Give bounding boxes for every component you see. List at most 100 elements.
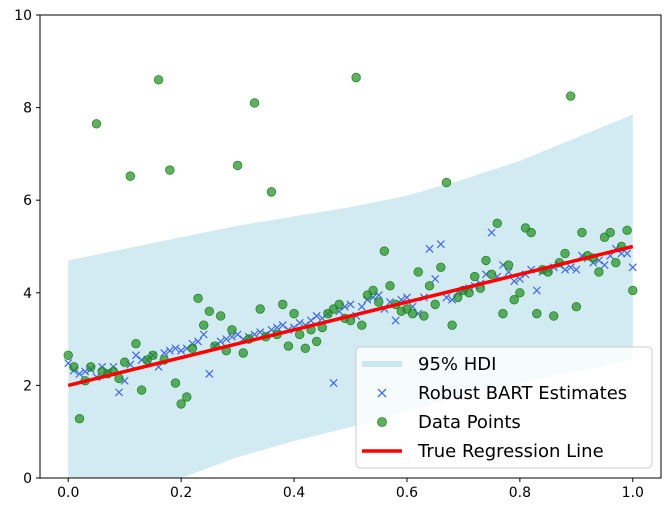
data-point <box>204 306 215 317</box>
data-point <box>605 227 615 238</box>
data-point <box>447 320 457 330</box>
data-point <box>255 304 265 314</box>
data-point <box>441 177 452 188</box>
true-regression-line <box>67 244 634 388</box>
data-point <box>170 378 181 388</box>
data-point <box>91 119 102 129</box>
data-point <box>278 299 288 310</box>
data-point <box>503 260 514 270</box>
data-point <box>407 308 418 319</box>
estimate-marker <box>391 316 400 325</box>
data-point <box>611 258 621 268</box>
data-point <box>464 288 474 298</box>
data-point <box>193 293 203 304</box>
data-point <box>577 227 587 238</box>
estimate-marker <box>504 267 513 276</box>
data-point <box>532 308 542 319</box>
x-tick-label: 0.0 <box>57 485 79 501</box>
data-point <box>148 350 158 361</box>
data-point <box>509 295 519 305</box>
legend-label-estimates: Robust BART Estimates <box>418 383 627 404</box>
data-point <box>165 165 175 175</box>
data-point <box>311 336 322 347</box>
data-point <box>436 262 446 273</box>
data-point <box>153 75 164 85</box>
y-tick-label: 10 <box>14 8 32 24</box>
data-point <box>385 281 395 291</box>
x-tick-label: 1.0 <box>622 485 644 501</box>
legend-label-hdi: 95% HDI <box>418 354 496 375</box>
estimate-marker <box>329 379 338 388</box>
y-tick-label: 6 <box>23 193 32 209</box>
estimate-marker <box>160 348 169 358</box>
estimate-marker <box>278 321 287 330</box>
axes-frame <box>39 14 662 479</box>
data-point <box>560 248 570 259</box>
data-point <box>515 288 525 298</box>
data-point <box>199 320 209 330</box>
data-point <box>453 292 463 303</box>
estimate-marker <box>165 346 174 355</box>
estimate-marker <box>566 263 575 272</box>
estimate-marker <box>306 316 316 325</box>
data-point <box>430 299 440 310</box>
estimate-marker <box>295 318 304 327</box>
estimate-marker <box>177 346 186 355</box>
estimate-marker <box>431 274 440 283</box>
legend: 95% HDI Robust BART Estimates Data Points T… <box>355 346 653 469</box>
data-point <box>470 271 480 282</box>
data-point <box>379 246 390 256</box>
y-tick-label: 8 <box>23 101 32 117</box>
data-point <box>289 308 299 319</box>
estimate-marker <box>312 311 321 320</box>
data-point <box>549 311 559 321</box>
estimate-marker <box>222 335 231 344</box>
data-point <box>131 339 141 349</box>
estimate-marker <box>199 330 208 339</box>
data-point <box>351 72 361 83</box>
data-point <box>486 269 497 279</box>
data-point <box>413 267 423 277</box>
y-tick-label: 4 <box>23 286 32 302</box>
data-point <box>227 325 237 335</box>
estimate-marker <box>227 332 236 341</box>
estimate-marker <box>75 369 84 378</box>
estimate-marker <box>572 265 581 274</box>
y-tick-label: 2 <box>23 378 32 394</box>
data-point <box>238 348 248 358</box>
data-point <box>187 343 198 354</box>
axes: 0.0 0.2 0.4 0.6 0.8 1.0 0 2 4 6 8 10 <box>14 8 662 501</box>
x-tick-label: 0.4 <box>283 485 305 501</box>
data-point <box>69 362 79 372</box>
data-point <box>492 218 502 229</box>
estimate-marker <box>131 351 140 360</box>
data-point <box>136 385 147 395</box>
estimate-marker <box>273 323 282 332</box>
estimate-marker <box>171 344 180 353</box>
data-point <box>526 227 536 238</box>
legend-estimates-handle <box>377 388 387 398</box>
data-point <box>215 311 226 321</box>
data-point <box>622 225 632 235</box>
estimate-marker <box>205 369 214 378</box>
estimate-marker <box>561 265 570 274</box>
estimate-marker <box>115 388 124 397</box>
data-point <box>266 187 277 197</box>
data-point <box>249 98 260 108</box>
estimate-marker <box>487 228 496 237</box>
data-point <box>74 414 85 424</box>
estimate-marker <box>346 300 355 309</box>
data-point <box>63 350 73 361</box>
estimate-marker <box>442 293 451 302</box>
data-point <box>419 311 429 321</box>
legend-box <box>355 346 653 469</box>
data-point <box>357 320 367 330</box>
estimate-marker <box>194 337 203 346</box>
estimate-marker <box>436 240 445 249</box>
estimate-marker <box>510 277 519 286</box>
estimate-marker <box>357 302 366 311</box>
legend-label-data: Data Points <box>418 412 521 433</box>
estimate-marker <box>600 260 609 270</box>
data-point <box>114 373 124 384</box>
